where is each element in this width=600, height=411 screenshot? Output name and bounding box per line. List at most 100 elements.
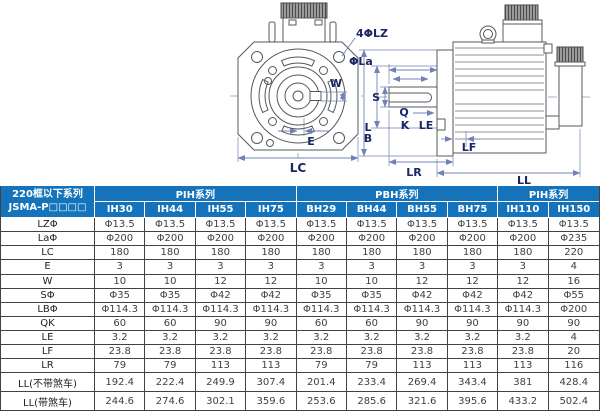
dim-value-cell: 90 <box>195 316 247 331</box>
dim-value-cell: 23.8 <box>447 345 499 360</box>
dim-value-cell: Φ200 <box>296 232 347 247</box>
dim-value-cell: Φ13.5 <box>195 218 247 233</box>
dim-value-cell: Φ200 <box>548 302 599 317</box>
bolt-hole <box>268 117 277 126</box>
mounting-hole <box>251 132 263 144</box>
dim-label-q: Q <box>399 106 408 119</box>
group-header-pih2: PIH系列 <box>498 186 599 202</box>
dim-value-cell: 23.8 <box>95 345 146 360</box>
dim-value-cell: 180 <box>95 246 146 261</box>
dim-value-cell: 90 <box>447 316 499 331</box>
dim-value-cell: 12 <box>195 274 247 289</box>
flange-bolt <box>436 118 446 131</box>
dim-label-lb-b: B <box>364 132 372 145</box>
dim-value-cell: Φ35 <box>95 288 146 303</box>
dim-value-cell: 113 <box>246 359 297 374</box>
side-connector-body <box>502 23 543 43</box>
row-label: LC <box>1 246 95 261</box>
dim-value-cell: 113 <box>447 359 499 374</box>
dim-value-cell: 60 <box>296 316 347 331</box>
table-row: LC 180 180 180 180 180 180 180 180 180 220 <box>1 246 599 261</box>
dim-value-cell: 274.6 <box>145 392 196 410</box>
dim-value-cell: 180 <box>447 246 499 261</box>
encoder-connector-body <box>558 65 583 127</box>
side-view: L B S Q K LE <box>359 4 590 186</box>
dim-value-cell: Φ42 <box>246 288 297 303</box>
connector-tab <box>288 19 297 26</box>
dim-value-cell: 3 <box>195 260 247 275</box>
table-row: SΦ Φ35 Φ35 Φ42 Φ42 Φ35 Φ35 Φ42 Φ42 Φ42 Φ55 <box>1 288 599 303</box>
stud-pin <box>268 21 276 43</box>
series-corner-header: 220框以下系列 JSMA-P□□□□ <box>1 186 95 218</box>
dim-value-cell: 23.8 <box>498 345 549 360</box>
dim-value-cell: 79 <box>145 359 196 374</box>
bolt-hole <box>319 66 328 75</box>
dim-label-lf: LF <box>462 141 477 154</box>
dim-value-cell: 90 <box>397 316 448 331</box>
model-col-header: IH30 <box>95 202 146 218</box>
dim-value-cell: Φ200 <box>346 232 398 247</box>
dim-value-cell: 3.2 <box>397 331 448 346</box>
dim-value-cell: 12 <box>397 274 448 289</box>
dim-value-cell: 395.6 <box>447 392 499 410</box>
dim-value-cell: 3.2 <box>346 331 398 346</box>
dim-value-cell: 233.4 <box>346 373 398 393</box>
dim-label-e: E <box>307 135 315 148</box>
model-header-row: IH30 IH44 IH55 IH75 BH29 BH44 BH55 BH75 IH110 IH1… <box>1 202 599 218</box>
dim-value-cell: 23.8 <box>145 345 196 360</box>
dim-value-cell: 3 <box>296 260 347 275</box>
dim-value-cell: 307.4 <box>246 373 297 393</box>
model-col-header: BH29 <box>296 202 347 218</box>
mounting-hole <box>251 51 263 63</box>
dim-label-lr: LR <box>406 166 422 179</box>
dim-value-cell: 3 <box>346 260 398 275</box>
motor-body <box>452 41 547 154</box>
dim-value-cell: 60 <box>145 316 196 331</box>
dim-label-w: W <box>330 77 342 90</box>
dim-value-cell: Φ42 <box>397 288 448 303</box>
row-label: LL(不带煞车) <box>1 373 95 393</box>
dim-value-cell: Φ200 <box>145 232 196 247</box>
dim-value-cell: Φ200 <box>95 232 146 247</box>
dim-value-cell: Φ200 <box>447 232 499 247</box>
dim-value-cell: 433.2 <box>498 392 549 410</box>
dim-value-cell: 3 <box>145 260 196 275</box>
center-hole <box>292 90 304 102</box>
dim-value-cell: Φ235 <box>548 232 599 247</box>
dim-value-cell: 60 <box>346 316 398 331</box>
bolt-hole <box>268 66 277 75</box>
table-row: LF 23.8 23.8 23.8 23.8 23.8 23.8 23.8 23.8 23.8 20 <box>1 345 599 360</box>
dim-value-cell: 428.4 <box>548 373 599 393</box>
row-label: LL(带煞车) <box>1 392 95 410</box>
dim-value-cell: Φ13.5 <box>95 218 146 233</box>
bolt-hole <box>319 117 328 126</box>
model-col-header: IH75 <box>246 202 297 218</box>
dim-value-cell: 10 <box>296 274 347 289</box>
dim-value-cell: Φ13.5 <box>548 218 599 233</box>
dim-value-cell: Φ35 <box>296 288 347 303</box>
dim-value-cell: Φ200 <box>498 232 549 247</box>
dim-value-cell: 3.2 <box>195 331 247 346</box>
dim-value-cell: Φ13.5 <box>447 218 499 233</box>
dim-value-cell: Φ114.3 <box>346 302 398 317</box>
dim-value-cell: 113 <box>195 359 247 374</box>
dim-value-cell: 285.6 <box>346 392 398 410</box>
dim-value-cell: 3 <box>397 260 448 275</box>
dim-label-lc: LC <box>290 161 307 175</box>
stud-pin <box>329 21 337 43</box>
dim-value-cell: Φ200 <box>195 232 247 247</box>
dim-value-cell: 3.2 <box>95 331 146 346</box>
dim-value-cell: 90 <box>246 316 297 331</box>
boss-circle <box>268 66 328 126</box>
table-row: LL(带煞车) 244.6 274.6 302.1 359.6 253.6 285.6 321… <box>1 392 599 410</box>
row-label: QK <box>1 316 95 331</box>
encoder-connector-cap <box>556 46 584 63</box>
dim-value-cell: 90 <box>548 316 599 331</box>
dim-value-cell: 4 <box>548 260 599 275</box>
dim-value-cell: 180 <box>296 246 347 261</box>
dim-value-cell: 20 <box>548 345 599 360</box>
table-row: LR 79 79 113 113 79 79 113 113 113 116 <box>1 359 599 374</box>
model-col-header: IH55 <box>195 202 247 218</box>
dim-value-cell: 16 <box>548 274 599 289</box>
